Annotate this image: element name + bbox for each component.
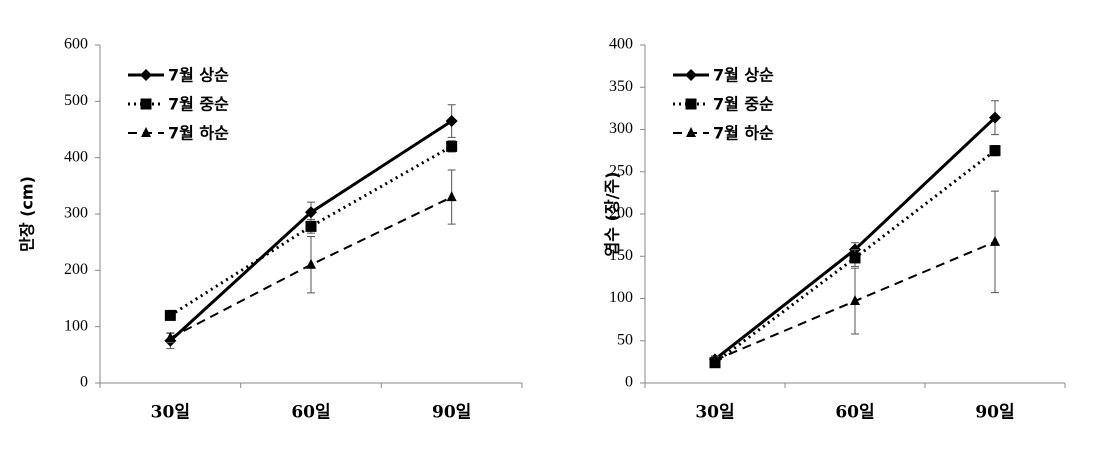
marker xyxy=(141,127,151,137)
legend-label: 7월 중순 xyxy=(713,95,774,114)
marker xyxy=(990,235,1000,246)
legend-label: 7월 중순 xyxy=(168,95,229,114)
marker xyxy=(446,191,457,202)
marker xyxy=(305,206,317,219)
marker xyxy=(445,115,458,128)
marker xyxy=(989,111,1001,124)
marker xyxy=(165,331,176,342)
marker xyxy=(686,127,696,137)
y-tick-label: 150 xyxy=(609,247,633,264)
y-tick-label: 300 xyxy=(64,205,88,222)
x-tick-label: 30일 xyxy=(151,403,190,423)
y-tick-label: 0 xyxy=(625,374,633,391)
marker xyxy=(306,258,316,269)
y-tick-label: 350 xyxy=(609,78,633,95)
marker xyxy=(710,354,720,365)
y-tick-label: 100 xyxy=(609,289,633,306)
y-axis-label: 엽수 (장/주) xyxy=(603,172,622,257)
y-axis-label: 만장 (cm) xyxy=(18,176,37,252)
marker xyxy=(850,295,860,306)
x-tick-label: 60일 xyxy=(835,403,874,423)
y-tick-label: 250 xyxy=(609,162,633,179)
legend-label: 7월 하순 xyxy=(168,124,229,143)
y-tick-label: 50 xyxy=(617,331,633,348)
legend-label: 7월 상순 xyxy=(713,66,774,85)
y-tick-label: 400 xyxy=(64,148,88,165)
y-tick-label: 300 xyxy=(609,120,633,137)
marker xyxy=(164,309,176,321)
series-line xyxy=(169,145,453,317)
x-tick-label: 30일 xyxy=(695,403,734,423)
marker xyxy=(989,145,1001,157)
y-tick-label: 100 xyxy=(64,317,88,334)
x-tick-label: 90일 xyxy=(975,403,1014,423)
marker xyxy=(685,98,697,110)
marker xyxy=(305,220,317,232)
x-tick-label: 60일 xyxy=(291,403,330,423)
y-tick-label: 200 xyxy=(609,205,633,222)
marker xyxy=(140,98,152,110)
y-tick-label: 0 xyxy=(80,374,88,391)
legend-label: 7월 하순 xyxy=(713,124,774,143)
y-tick-label: 600 xyxy=(64,36,88,53)
marker xyxy=(685,69,697,81)
marker xyxy=(446,140,458,152)
y-tick-label: 200 xyxy=(64,261,88,278)
marker xyxy=(849,252,861,264)
legend-label: 7월 상순 xyxy=(168,66,229,85)
y-tick-label: 400 xyxy=(609,36,633,53)
marker xyxy=(140,69,152,81)
y-tick-label: 500 xyxy=(64,92,88,109)
x-tick-label: 90일 xyxy=(432,403,471,423)
